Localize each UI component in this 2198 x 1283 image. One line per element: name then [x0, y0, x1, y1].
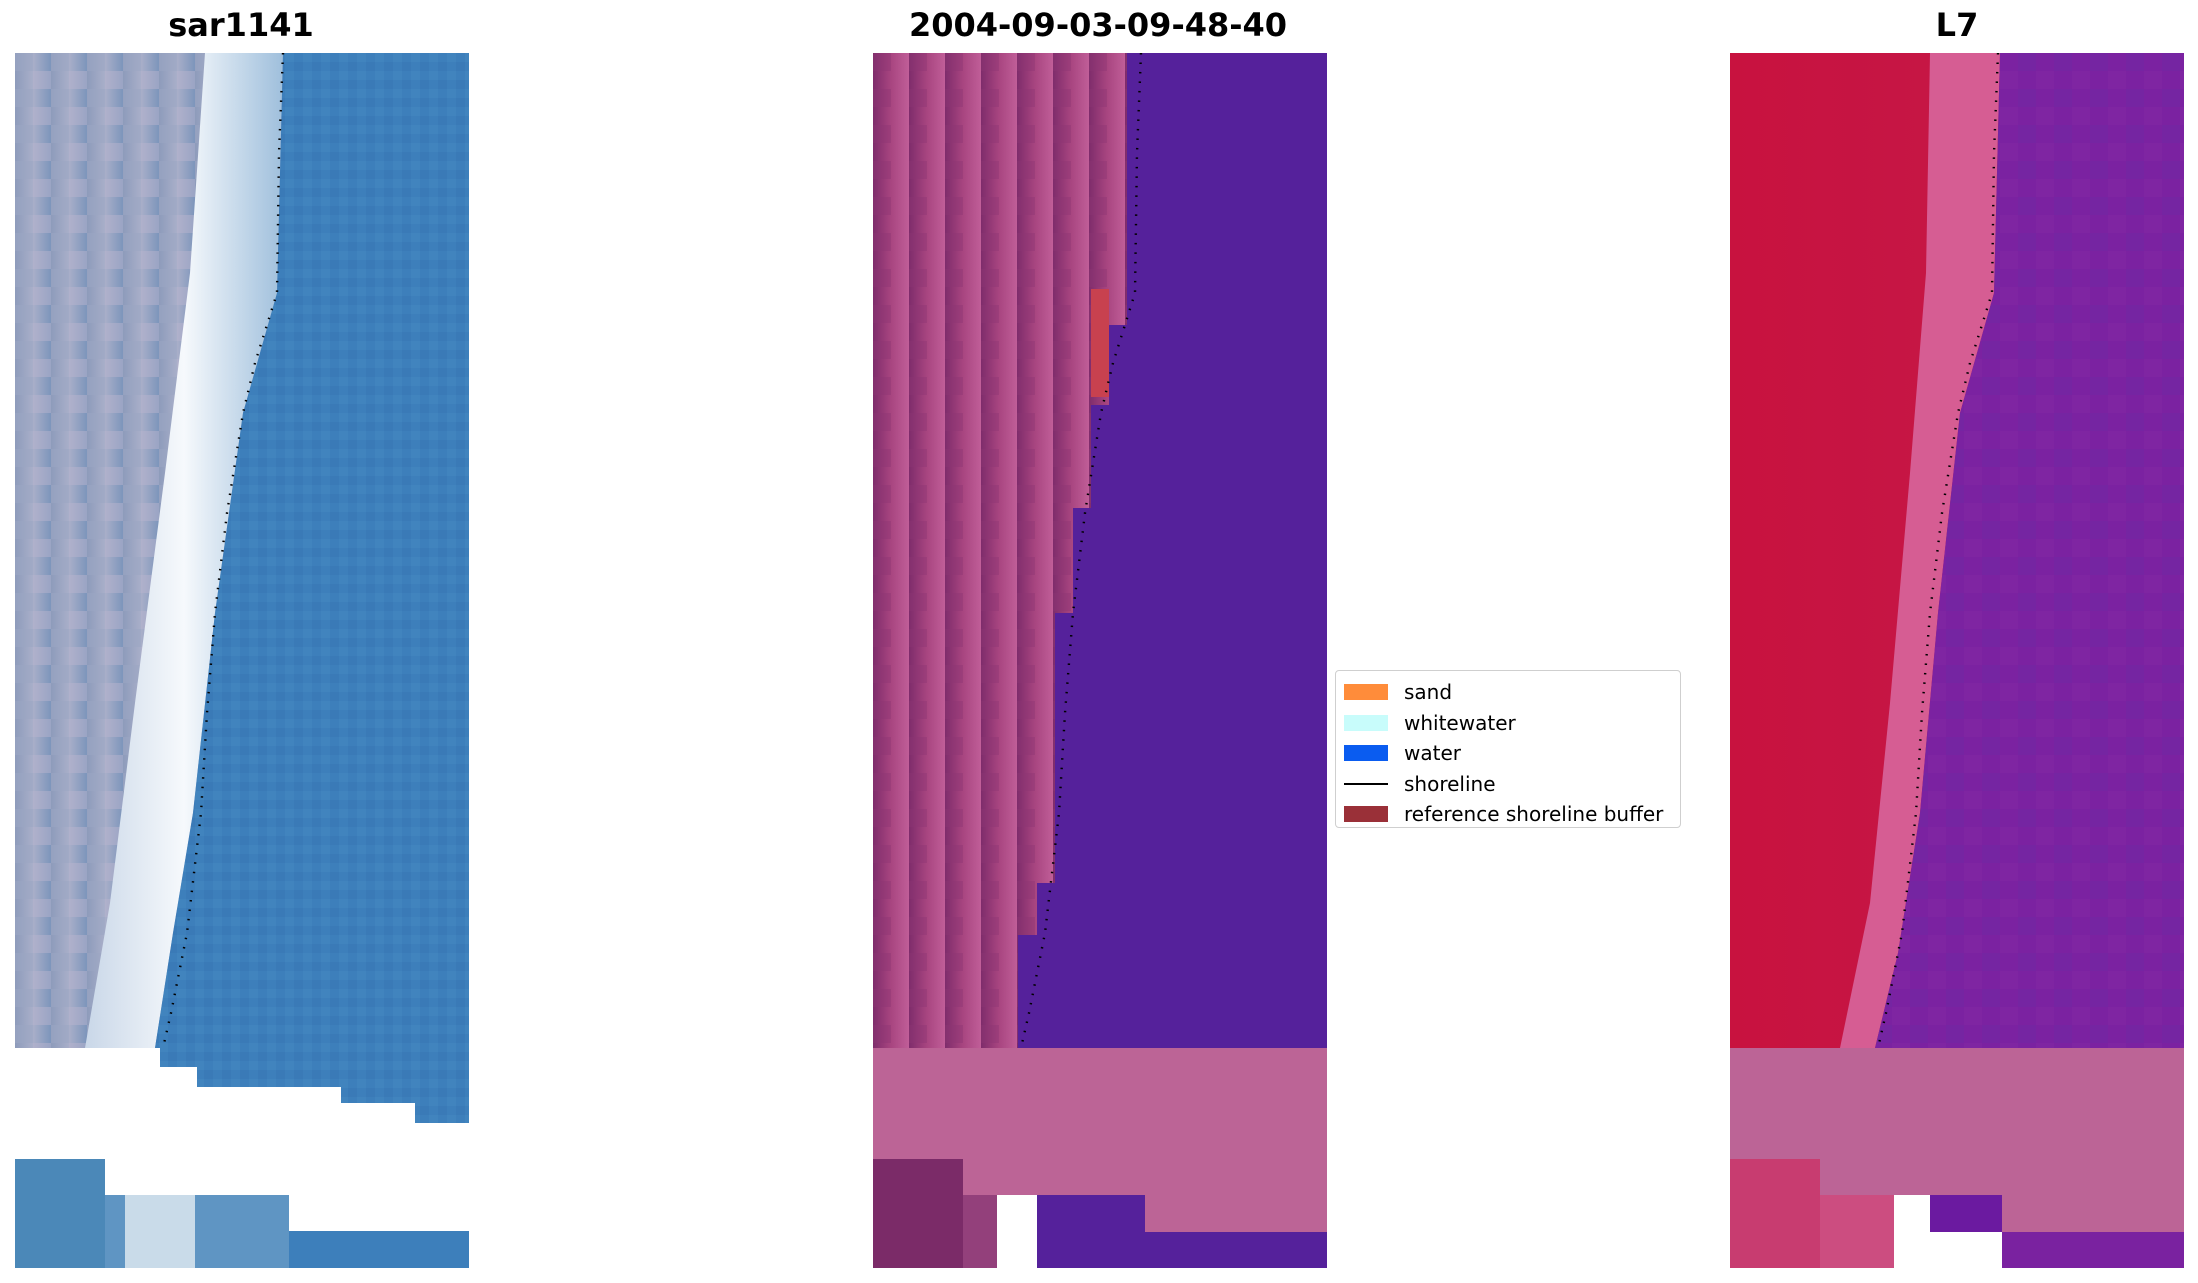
legend: sand whitewater water shoreline referenc… — [1335, 670, 1681, 828]
class-sand-strip — [1091, 289, 1109, 397]
legend-item-water: water — [1344, 738, 1680, 769]
classified-image — [873, 53, 1327, 1268]
legend-item-sand: sand — [1344, 677, 1680, 708]
title-rgb: sar1141 — [168, 6, 314, 44]
title-classification: 2004-09-03-09-48-40 — [908, 6, 1288, 44]
index-beach-strip — [1840, 53, 2000, 1048]
mndwi-image — [1730, 53, 2184, 1268]
legend-item-whitewater: whitewater — [1344, 708, 1680, 739]
whitewater-swatch — [1344, 714, 1388, 731]
water-swatch — [1344, 745, 1388, 762]
reference-buffer-swatch — [1344, 806, 1388, 823]
title-index: L7 — [1935, 6, 1979, 44]
legend-item-shoreline: shoreline — [1344, 769, 1680, 800]
class-water-area — [1018, 53, 1327, 1123]
legend-item-reference-buffer: reference shoreline buffer — [1344, 799, 1680, 830]
rgb-beach-strip — [85, 53, 283, 1048]
shoreline-line-swatch — [1344, 782, 1388, 785]
index-water-area — [1875, 53, 2184, 1123]
sand-swatch — [1344, 684, 1388, 701]
rgb-composite-image — [15, 53, 469, 1268]
rgb-water-area — [155, 53, 469, 1123]
